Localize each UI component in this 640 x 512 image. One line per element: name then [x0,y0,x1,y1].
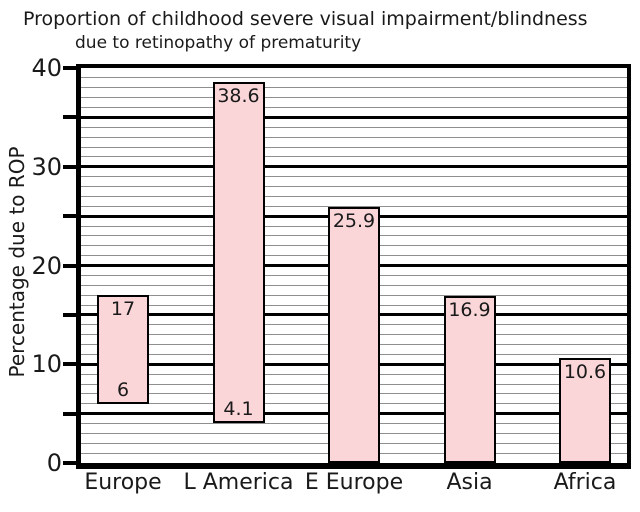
y-tick-label: 20 [31,251,62,280]
x-category-label-europe: Europe [84,470,162,495]
y-tick-mark [63,115,77,120]
bar-asia: 16.9 [443,296,496,463]
y-tick-mark [63,214,77,219]
gridline-minor [81,87,627,89]
gridline-minor [81,136,627,138]
bar-africa: 10.6 [559,358,611,463]
y-tick-mark [63,362,77,367]
bar-value-label-high: 25.9 [332,210,376,233]
gridline-minor [81,156,627,158]
bar-e-europe: 25.9 [328,207,380,463]
x-category-label-e-europe: E Europe [304,470,404,495]
x-category-label-asia: Asia [446,470,493,495]
gridline-minor [81,126,627,128]
plot-area: 17 6 38.6 4.1 25.9 16.9 10.6 [63,64,631,469]
gridline-minor [81,205,627,207]
y-tick-label: 30 [31,152,62,181]
gridline-minor [81,146,627,148]
gridline-minor [81,97,627,99]
y-tick-label: 40 [31,54,62,82]
y-tick-label: 0 [46,449,62,477]
bar-value-label-low: 6 [116,378,130,401]
bar-value-label-high: 38.6 [217,84,260,107]
y-tick-mark [63,263,77,268]
chart-title: Proportion of childhood severe visual im… [23,8,588,30]
x-category-label-l-america: L America [183,470,294,495]
y-tick-mark [63,164,77,169]
y-tick-mark [63,411,77,416]
gridline-major [81,115,627,119]
x-category-label-africa: Africa [553,470,617,495]
gridline-minor [81,107,627,108]
gridline-minor [81,186,627,187]
y-tick-label: 10 [31,350,62,379]
gridline-minor [81,195,627,197]
bar-value-label-high: 17 [110,298,136,321]
bar-europe: 17 6 [97,295,149,404]
bar-value-label-low: 4.1 [223,397,254,420]
bar-value-label-high: 10.6 [563,361,607,384]
gridline-minor [81,176,627,178]
gridline-major [81,165,627,169]
bar-value-label-high: 16.9 [448,299,491,322]
y-tick-mark [63,66,77,70]
y-tick-mark [63,461,77,465]
y-tick-mark [63,312,77,317]
gridline-minor [81,77,627,79]
chart-subtitle: due to retinopathy of prematurity [75,33,362,53]
bar-l-america: 38.6 4.1 [212,81,265,423]
